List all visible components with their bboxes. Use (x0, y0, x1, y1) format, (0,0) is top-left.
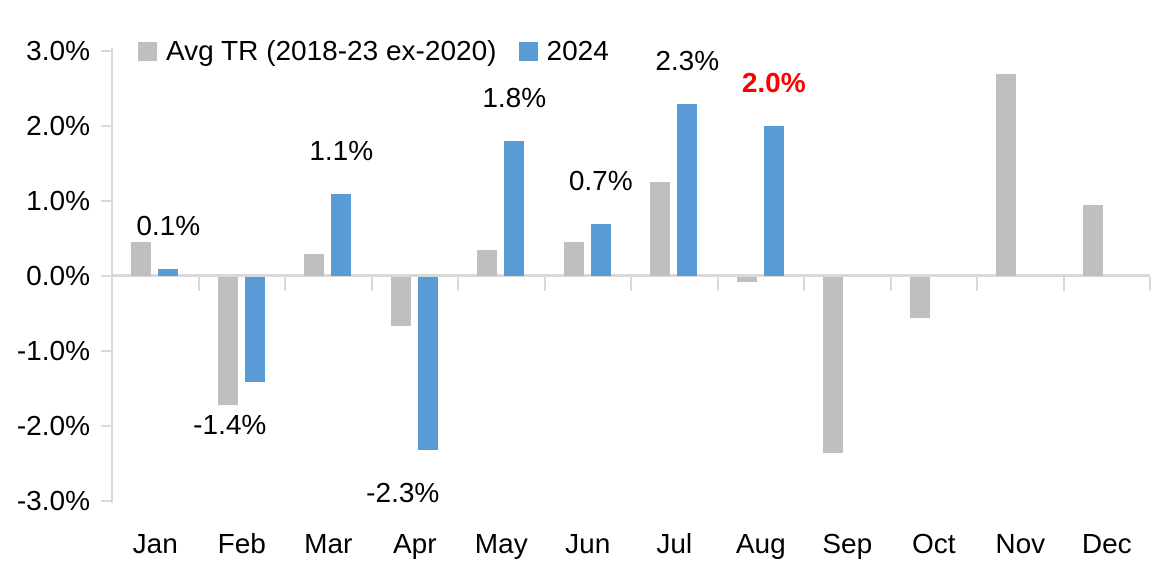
bar-avg-tr-mar (304, 253, 325, 276)
x-tick-mark (630, 277, 632, 291)
bar-2024-jul (677, 103, 698, 276)
data-label-may: 1.8% (482, 82, 547, 113)
x-tick-mark (197, 277, 200, 291)
data-label-jun: 0.7% (568, 164, 633, 196)
data-label-jan: 0.1% (136, 209, 201, 241)
x-axis-label-may: May (474, 528, 528, 559)
bar-2024-feb (244, 277, 265, 382)
bar-avg-tr-feb (217, 277, 238, 405)
x-tick-mark (716, 277, 719, 291)
y-axis-label: 3.0% (26, 35, 90, 66)
data-label-jul: 2.3% (655, 44, 720, 76)
x-tick-mark (370, 277, 373, 291)
y-axis-label: 1.0% (26, 185, 90, 216)
data-label-mar: 1.1% (309, 134, 374, 166)
x-axis-zero-line (112, 274, 1150, 277)
bar-avg-tr-apr (390, 277, 411, 326)
chart-legend: Avg TR (2018-23 ex-2020) 2024 (138, 36, 609, 66)
legend-item-2024: 2024 (518, 35, 609, 66)
x-axis-label-oct: Oct (911, 528, 956, 559)
bar-avg-tr-jun (563, 242, 584, 276)
bar-avg-tr-nov (996, 73, 1017, 276)
x-axis-label-apr: Apr (392, 528, 437, 559)
bar-avg-tr-oct (909, 277, 930, 319)
bar-avg-tr-jan (131, 242, 152, 276)
bar-2024-apr (417, 277, 438, 450)
x-tick-mark (1062, 277, 1065, 291)
bar-2024-mar (331, 193, 352, 276)
x-axis-label-nov: Nov (995, 528, 1046, 559)
x-tick-mark (1149, 277, 1151, 291)
y-tick-mark (101, 125, 111, 127)
x-axis-label-dec: Dec (1081, 528, 1132, 559)
legend-label-2024: 2024 (546, 35, 609, 66)
x-tick-mark (111, 277, 113, 291)
data-label-aug: 2.0% (741, 67, 806, 98)
legend-label-avg-tr: Avg TR (2018-23 ex-2020) (166, 35, 497, 66)
bar-2024-jun (590, 223, 611, 276)
bar-2024-jan (158, 268, 179, 276)
bar-2024-may (504, 141, 525, 276)
bar-avg-tr-aug (736, 277, 757, 283)
data-label-feb: -1.4% (193, 409, 267, 440)
bar-avg-tr-jul (650, 182, 671, 276)
x-axis-label-jul: Jul (656, 528, 693, 559)
x-axis-label-aug: Aug (735, 528, 786, 559)
y-tick-mark (101, 50, 111, 52)
bar-2024-aug (763, 126, 784, 276)
x-tick-mark (284, 277, 286, 291)
x-axis-label-jun: Jun (565, 528, 611, 559)
y-axis-label: -2.0% (16, 410, 90, 441)
x-tick-mark (976, 277, 978, 291)
bar-avg-tr-dec (1082, 204, 1103, 276)
legend-swatch-avg-tr-icon (138, 41, 157, 61)
x-axis-label-mar: Mar (304, 528, 353, 559)
x-tick-mark (457, 277, 459, 291)
y-tick-mark (101, 200, 111, 202)
x-tick-mark (543, 277, 546, 291)
bar-avg-tr-sep (823, 277, 844, 454)
y-tick-mark (101, 500, 111, 502)
y-tick-mark (101, 350, 111, 352)
x-axis-label-jan: Jan (132, 528, 178, 559)
y-tick-mark (101, 425, 111, 427)
x-tick-mark (889, 277, 892, 291)
y-axis-label: -3.0% (16, 485, 90, 516)
legend-item-avg-tr: Avg TR (2018-23 ex-2020) (138, 36, 497, 66)
y-tick-mark (101, 275, 111, 277)
legend-swatch-2024-icon (518, 41, 538, 61)
x-axis-label-sep: Sep (822, 528, 873, 559)
y-axis-label: 0.0% (26, 260, 90, 291)
y-axis-label: 2.0% (26, 110, 90, 141)
x-axis-label-feb: Feb (217, 528, 266, 559)
x-tick-mark (803, 277, 805, 291)
y-axis-label: -1.0% (16, 335, 90, 366)
data-label-apr: -2.3% (366, 476, 440, 508)
bar-avg-tr-may (477, 249, 498, 276)
